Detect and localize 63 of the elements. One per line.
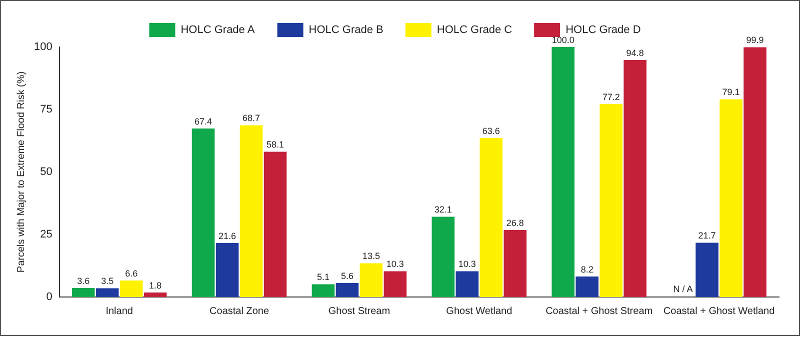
data-label: 21.6 [218, 230, 236, 241]
bar [696, 242, 718, 297]
bar [192, 128, 215, 297]
legend-label: HOLC Grade D [566, 24, 641, 36]
bar [600, 104, 622, 297]
data-label: 32.1 [434, 204, 452, 215]
legend-label: HOLC Grade B [308, 24, 384, 36]
annotation: N / A [673, 284, 693, 294]
data-label: 63.6 [482, 126, 500, 136]
bar [624, 60, 646, 297]
bar [432, 216, 455, 297]
data-label: 94.8 [626, 48, 644, 58]
bar [240, 125, 263, 297]
data-label: 79.1 [722, 87, 740, 98]
bar [312, 284, 335, 297]
legend-label: HOLC Grade A [180, 24, 256, 36]
x-tick-label: Ghost Wetland [446, 306, 512, 317]
y-tick-label: 75 [40, 104, 52, 116]
data-label: 21.7 [698, 230, 716, 241]
bar [264, 152, 287, 297]
bar [552, 47, 574, 297]
y-axis-title: Parcels with Major to Extreme Flood Risk (%) [16, 71, 27, 273]
x-tick-label: Inland [106, 306, 133, 317]
data-label: 77.2 [602, 92, 620, 102]
x-tick-label: Coastal Zone [210, 306, 270, 317]
bar [384, 271, 407, 297]
data-label: 68.7 [242, 113, 260, 124]
bar [216, 243, 239, 297]
bar [456, 271, 479, 297]
data-label: 100.0 [552, 34, 574, 45]
y-tick-label: 100 [34, 41, 52, 54]
bar [144, 292, 167, 297]
x-tick-label: Ghost Stream [328, 306, 390, 317]
data-label: 1.8 [149, 280, 162, 290]
data-label: 58.1 [266, 140, 284, 150]
bar [744, 47, 766, 297]
data-label: 10.3 [386, 259, 404, 270]
data-label: 26.8 [506, 218, 524, 228]
y-tick-label: 0 [46, 291, 52, 304]
data-label: 99.9 [746, 35, 764, 46]
data-label: 5.1 [316, 272, 330, 282]
bar [72, 288, 95, 297]
bar [336, 283, 359, 297]
y-tick-label: 25 [40, 228, 52, 241]
y-tick-label: 50 [40, 166, 52, 178]
data-label: 67.4 [194, 116, 212, 126]
data-label: 10.3 [458, 259, 476, 270]
bar [480, 138, 503, 297]
data-label: 6.6 [125, 268, 138, 278]
data-label: 13.5 [362, 251, 380, 262]
legend-label: HOLC Grade C [436, 24, 512, 36]
x-tick-label: Coastal + Ghost Wetland [663, 306, 775, 317]
bar [360, 263, 383, 297]
bar [576, 276, 598, 297]
x-tick-label: Coastal + Ghost Stream [546, 306, 653, 317]
bar [504, 230, 527, 297]
data-label: 5.6 [340, 270, 354, 281]
bar [720, 99, 742, 297]
data-label: 3.6 [77, 276, 90, 286]
bar [96, 288, 119, 297]
data-label: 3.5 [101, 276, 114, 286]
data-label: 8.2 [580, 264, 594, 274]
bar [120, 280, 143, 297]
